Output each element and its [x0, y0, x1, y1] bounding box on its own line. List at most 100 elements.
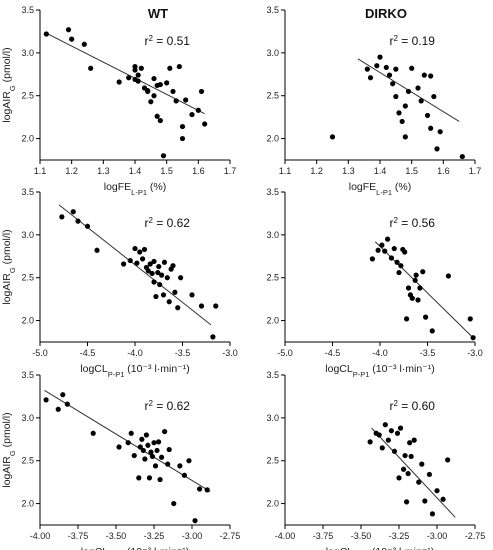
data-point [369, 256, 375, 262]
data-point [394, 430, 401, 436]
data-point [143, 432, 149, 438]
data-point [375, 247, 381, 253]
data-point [166, 446, 172, 453]
data-point [157, 81, 163, 88]
data-point [181, 472, 187, 478]
panel-a: 1.1 1.2 1.3 1.4 1.5 1.6 1.7 2.0 2.5 3.0 3.5 logFEL-… [1, 5, 236, 197]
x-tick-label: -4.0 [127, 348, 143, 358]
data-point [43, 397, 49, 403]
data-point [197, 486, 203, 492]
data-point [421, 72, 427, 78]
data-point [402, 249, 408, 255]
data-point [437, 129, 443, 135]
data-point [424, 112, 431, 119]
data-point [385, 437, 391, 443]
data-point [90, 430, 96, 436]
data-point [428, 73, 434, 79]
data-point [64, 401, 70, 407]
data-point [213, 303, 219, 309]
y-axis-title: logAIRG (pmol/l) [1, 47, 17, 122]
data-point [177, 463, 183, 469]
data-point [445, 457, 451, 463]
y-tick-label: 2.5 [266, 273, 279, 283]
x-tick-label: -3.5 [420, 348, 436, 358]
data-point [382, 248, 388, 254]
r-squared-label: r2 = 0.56 [390, 216, 436, 231]
x-tick-label: -2.75 [465, 531, 486, 541]
data-point [402, 134, 408, 140]
data-point [141, 246, 148, 253]
data-point [393, 93, 399, 100]
data-point [170, 88, 176, 95]
x-tick-label: -4.5 [325, 348, 341, 358]
y-tick-label: 3.0 [266, 230, 279, 240]
data-point [411, 437, 417, 443]
x-tick-label: -3.50 [106, 531, 127, 541]
data-point [137, 249, 143, 255]
data-point [179, 135, 186, 142]
data-point [131, 452, 137, 459]
data-point [396, 269, 402, 276]
x-tick-label: -4.00 [275, 531, 296, 541]
panel-c: -5.0 -4.5 -4.0 -3.5 -3.0 2.0 2.5 3.0 3.5 logCLP-P… [1, 187, 238, 379]
data-point [175, 305, 181, 311]
data-point [140, 447, 146, 454]
data-point [364, 66, 370, 72]
x-tick-label: -3.75 [68, 531, 89, 541]
data-point [152, 463, 159, 469]
data-point [145, 87, 151, 94]
data-point [420, 269, 426, 275]
data-point [396, 110, 402, 116]
x-axis-title: logCLP-P1 (10⁻³ l·min⁻¹) [80, 363, 189, 379]
data-point [400, 466, 407, 472]
data-point [167, 65, 173, 71]
data-point [146, 475, 153, 481]
panel-e: -4.00 -3.75 -3.50 -3.25 -3.00 -2.75 2.0 2.5 3.0 3… [1, 370, 240, 550]
data-point [429, 328, 435, 334]
y-tick-label: 3.5 [21, 370, 34, 380]
x-tick-label: -2.75 [220, 531, 241, 541]
data-point [391, 448, 398, 454]
data-point [376, 432, 382, 438]
data-point [171, 500, 177, 507]
panels: 1.1 1.2 1.3 1.4 1.5 1.6 1.7 2.0 2.5 3.0 3.5 logFEL-… [1, 5, 485, 550]
data-point [164, 80, 170, 86]
data-point [394, 259, 400, 265]
data-point [418, 98, 424, 104]
data-point [121, 261, 127, 267]
data-point [128, 430, 134, 436]
x-tick-label: 1.4 [129, 166, 142, 176]
data-point [426, 471, 432, 478]
data-point [116, 79, 122, 85]
data-point [94, 247, 100, 253]
data-point [186, 458, 192, 464]
data-point [405, 285, 412, 291]
data-point [65, 27, 72, 33]
data-point [198, 88, 205, 95]
x-tick-label: 1.3 [97, 166, 110, 176]
data-point [136, 475, 142, 481]
data-point [151, 440, 157, 446]
data-point [159, 454, 165, 460]
data-point [151, 75, 157, 82]
data-point [139, 436, 145, 442]
data-point [138, 65, 144, 71]
data-point [148, 449, 154, 455]
data-point [162, 428, 168, 435]
data-point [159, 272, 165, 278]
data-point [416, 479, 422, 485]
data-point [393, 66, 399, 72]
y-tick-label: 3.0 [21, 413, 34, 423]
data-point [412, 277, 418, 283]
x-axis-title: logFEL-P1 (%) [104, 181, 167, 197]
data-point [417, 285, 423, 291]
data-point [202, 121, 208, 127]
data-point [198, 303, 205, 309]
x-tick-label: 1.5 [160, 166, 173, 176]
data-point [398, 263, 404, 269]
x-axis-title: logCLP-P1 (10⁻³ l·min⁻¹) [325, 363, 434, 379]
x-tick-label: 1.4 [374, 166, 387, 176]
data-point [69, 36, 75, 42]
y-tick-label: 3.0 [266, 48, 279, 58]
